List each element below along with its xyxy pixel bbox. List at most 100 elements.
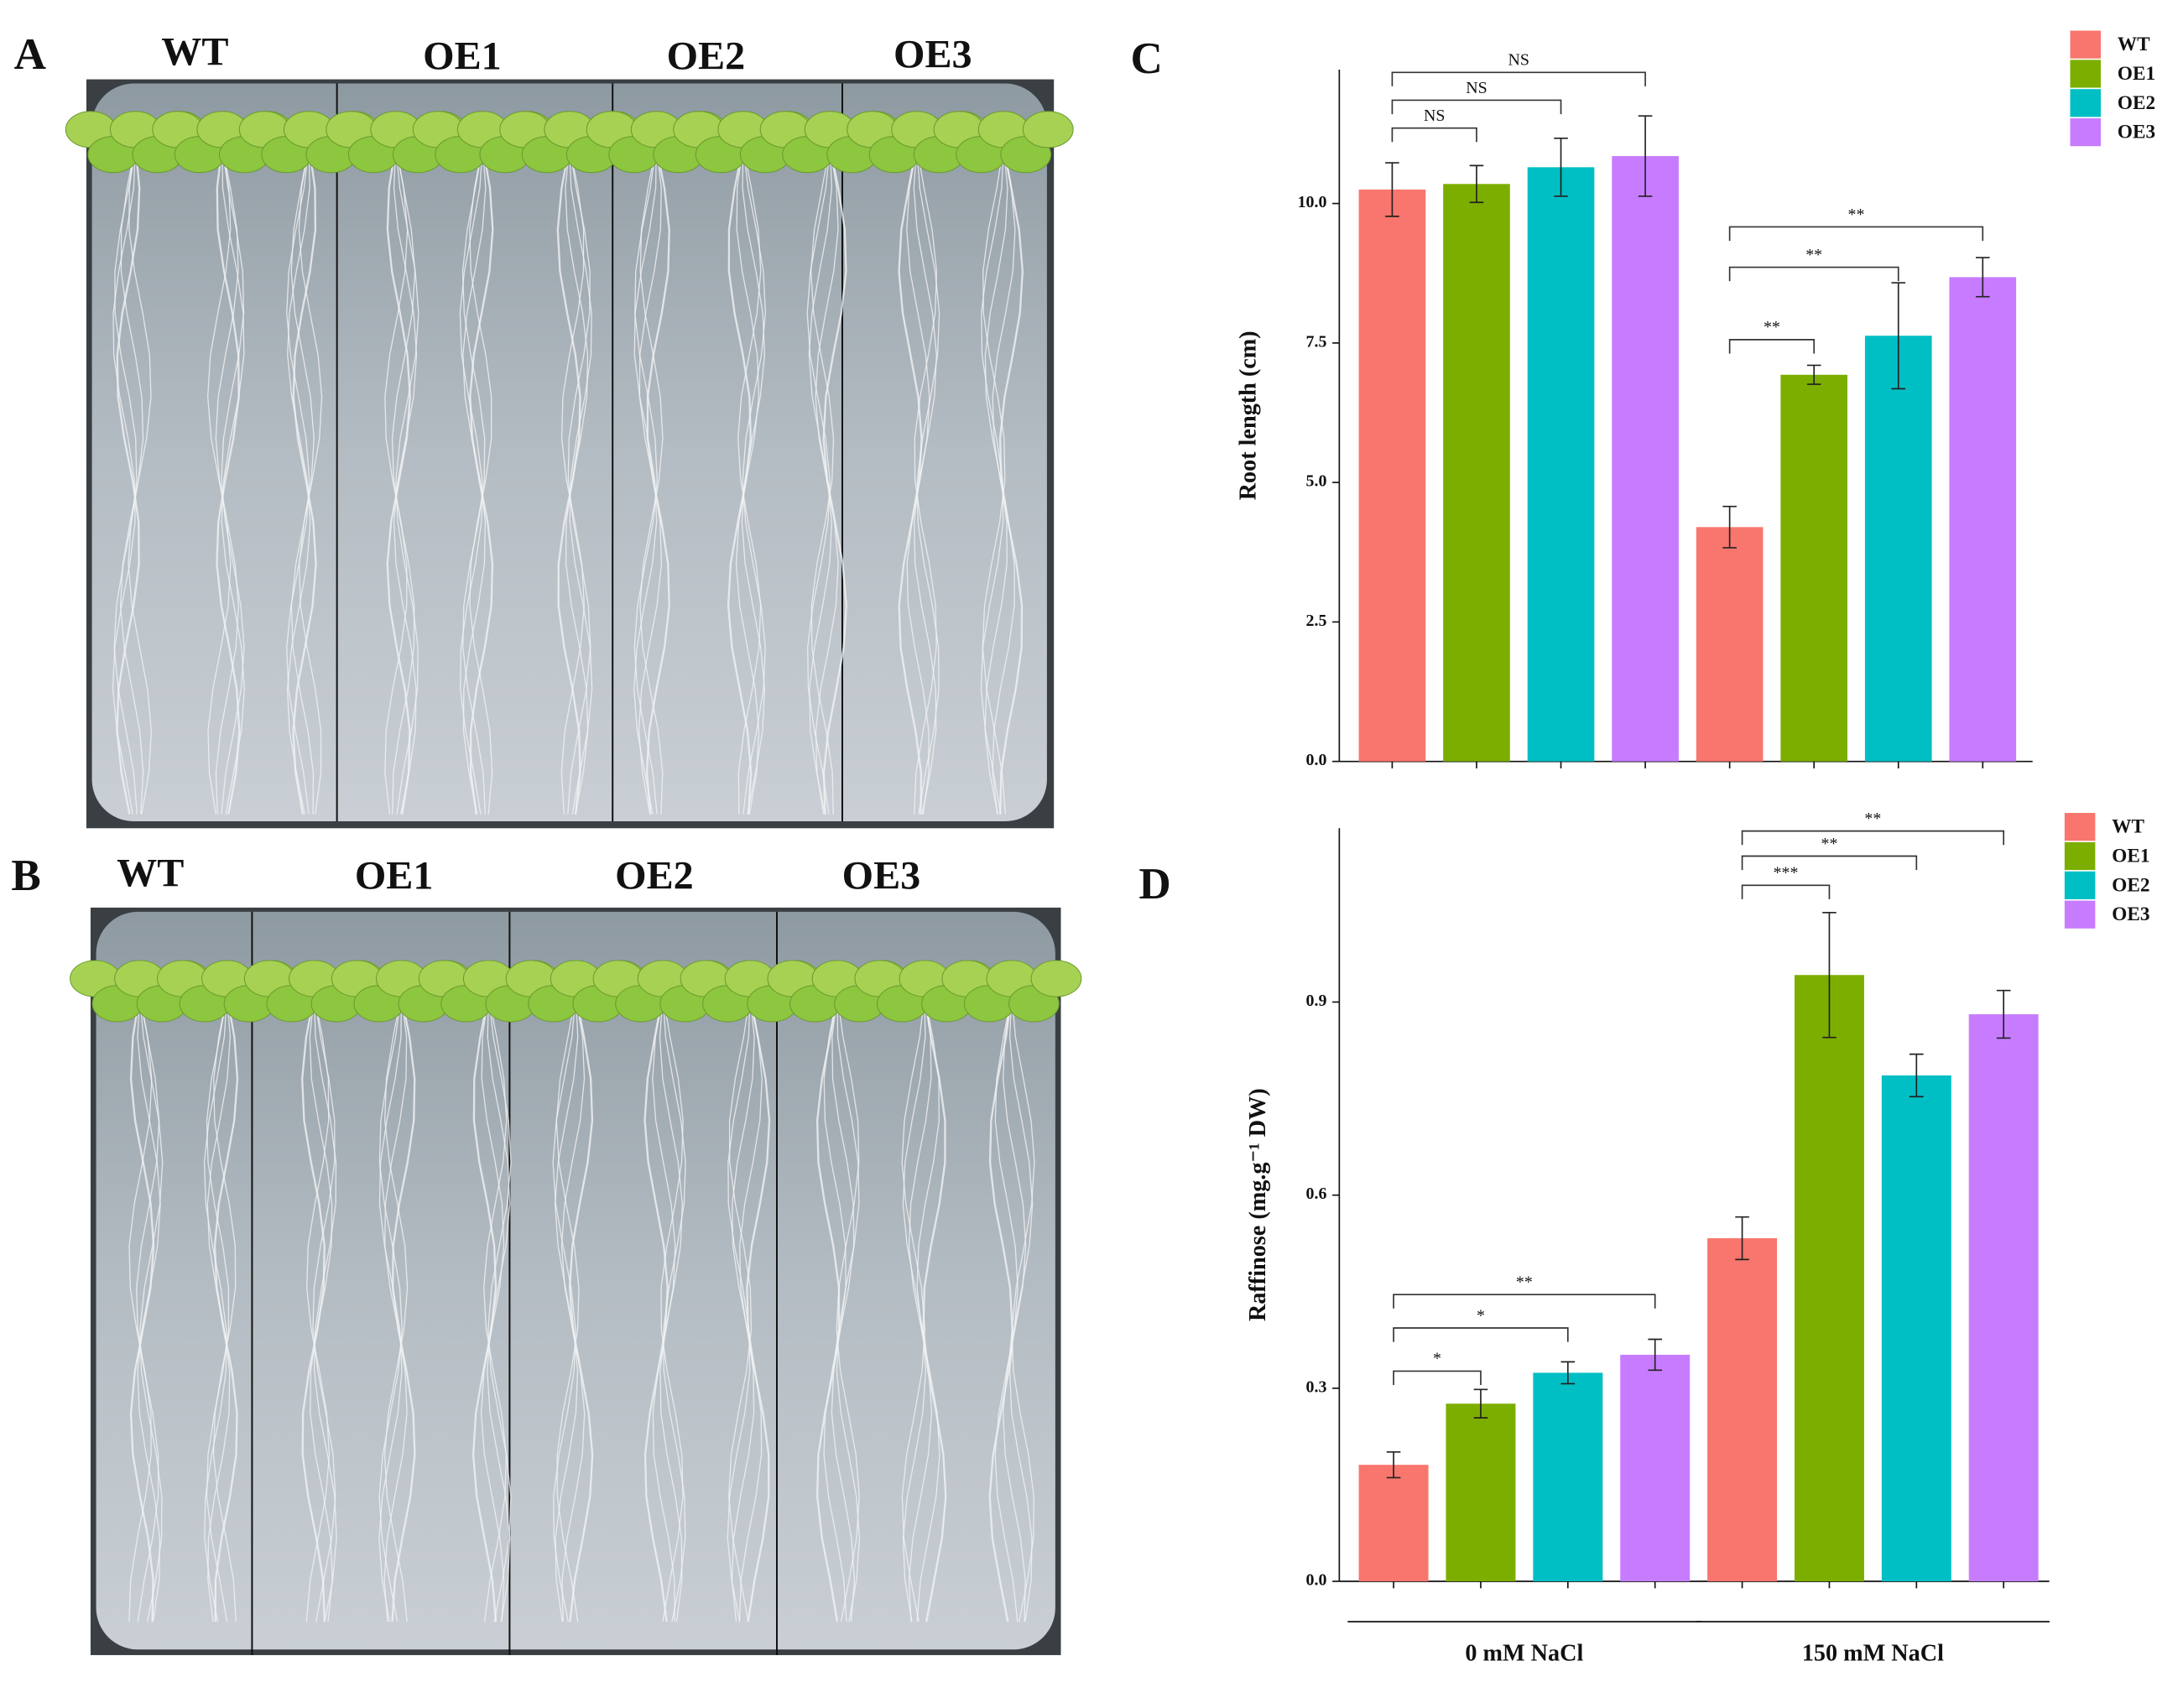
root — [836, 995, 860, 1622]
significance-bracket — [1741, 855, 1918, 871]
root — [136, 995, 160, 1622]
bar — [1527, 167, 1595, 762]
legend-label: OE3 — [2112, 903, 2149, 925]
y-axis-label: Raffinose (mg.g⁻¹ DW) — [1245, 1088, 1271, 1321]
error-bar — [1909, 1053, 1924, 1098]
significance-label: NS — [1508, 51, 1529, 70]
root — [384, 146, 409, 815]
root — [137, 995, 161, 1622]
panel-letter: B — [11, 851, 40, 900]
root — [305, 995, 331, 1622]
bar — [1881, 1075, 1951, 1582]
root — [831, 995, 856, 1622]
root — [552, 995, 576, 1622]
root — [560, 995, 586, 1622]
root — [994, 995, 1019, 1622]
error-bar — [1806, 364, 1821, 385]
leaf — [1022, 111, 1074, 148]
legend-swatch — [2064, 813, 2096, 841]
error-bar — [1891, 282, 1906, 390]
root — [901, 995, 926, 1622]
root — [461, 146, 487, 815]
photo-label: WT — [161, 29, 228, 74]
root — [815, 146, 839, 815]
significance-label: ** — [1516, 1273, 1533, 1291]
root — [633, 146, 658, 815]
panel-letter: A — [14, 30, 46, 79]
root — [391, 146, 416, 815]
root — [313, 995, 337, 1622]
y-tick-label: 10.0 — [1298, 193, 1327, 211]
root — [741, 146, 766, 815]
legend-swatch — [2064, 900, 2096, 929]
significance-label: ** — [1805, 246, 1822, 264]
root — [913, 146, 938, 815]
significance-bracket — [1391, 99, 1562, 115]
significance-label: NS — [1424, 107, 1445, 125]
photo-label: OE1 — [423, 34, 502, 78]
root — [922, 995, 947, 1622]
legend-label: OE1 — [2118, 63, 2155, 85]
legend-swatch — [2070, 60, 2102, 88]
root — [913, 146, 937, 815]
root — [1008, 995, 1034, 1622]
significance-bracket — [1728, 266, 1899, 282]
root — [312, 995, 336, 1622]
root — [565, 146, 589, 815]
significance-bracket — [1393, 1294, 1656, 1309]
root — [746, 995, 771, 1622]
legend-label: OE2 — [2112, 874, 2149, 896]
legend-swatch — [2064, 871, 2096, 899]
bar — [1707, 1238, 1778, 1582]
root — [286, 146, 311, 815]
error-bar — [1722, 505, 1737, 549]
significance-bracket — [1391, 127, 1477, 143]
error-bar — [1996, 989, 2011, 1039]
root — [128, 146, 152, 815]
root — [290, 146, 315, 815]
root — [395, 146, 419, 815]
photo-label: OE2 — [615, 854, 694, 898]
root — [727, 995, 751, 1622]
y-tick-label: 0.0 — [1306, 1571, 1327, 1590]
root — [113, 146, 138, 815]
root — [660, 995, 684, 1622]
root — [221, 146, 245, 815]
bar — [1443, 184, 1510, 762]
root — [808, 146, 833, 815]
legend-label: OE1 — [2112, 845, 2149, 867]
root — [633, 146, 658, 815]
category-label: 0 mM NaCl — [1465, 1640, 1583, 1666]
significance-bracket — [1393, 1370, 1482, 1386]
root — [735, 146, 760, 815]
legend-label: WT — [2112, 816, 2144, 838]
root — [806, 146, 831, 815]
error-bar — [1473, 1388, 1488, 1419]
root — [206, 995, 230, 1622]
root — [383, 995, 409, 1622]
legend-label: WT — [2118, 34, 2150, 55]
root — [480, 995, 505, 1622]
root — [216, 146, 241, 815]
error-bar — [1735, 1216, 1749, 1261]
photo-label: OE1 — [355, 854, 434, 898]
root — [560, 146, 586, 815]
root — [206, 146, 232, 815]
photo-label: OE3 — [842, 854, 921, 898]
root — [378, 995, 403, 1622]
root — [309, 995, 333, 1622]
bar — [1968, 1014, 2039, 1582]
significance-label: * — [1477, 1306, 1485, 1325]
bar — [1612, 156, 1679, 762]
y-tick-label: 7.5 — [1306, 332, 1327, 351]
root — [980, 146, 1004, 815]
photo-label: OE2 — [667, 34, 746, 78]
photo-label: OE3 — [894, 33, 972, 77]
bar — [1696, 527, 1764, 762]
root — [129, 995, 155, 1622]
significance-label: ** — [1821, 835, 1837, 853]
bar — [1620, 1354, 1691, 1582]
y-tick-label: 0.0 — [1306, 751, 1327, 769]
root — [128, 995, 153, 1622]
legend-swatch — [2070, 118, 2102, 147]
